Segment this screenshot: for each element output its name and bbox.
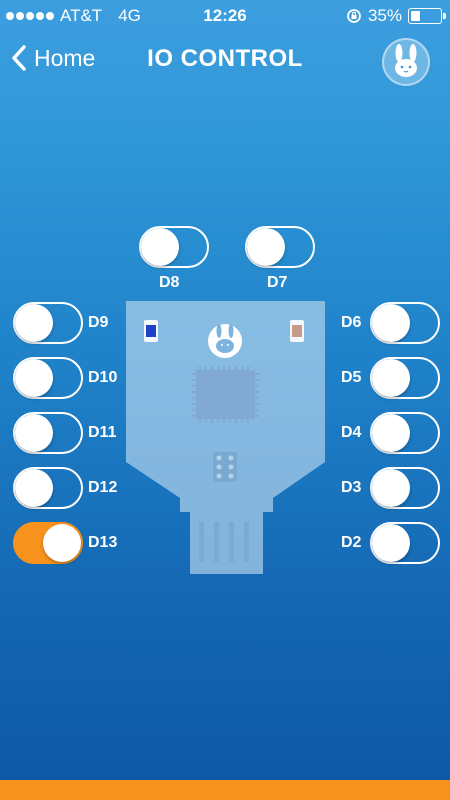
pin-label-d9: D9 <box>88 314 109 331</box>
bottom-accent-bar <box>0 780 450 800</box>
toggle-knob <box>372 524 410 562</box>
rotation-lock-icon <box>347 9 361 23</box>
back-label: Home <box>34 44 96 71</box>
toggle-d9[interactable] <box>13 302 83 344</box>
clock: 12:26 <box>203 6 247 25</box>
toggle-d3[interactable] <box>370 467 440 509</box>
navigation-bar: Home IO CONTROL <box>0 36 450 86</box>
toggle-knob <box>141 228 179 266</box>
toggle-d6[interactable] <box>370 302 440 344</box>
pin-label-d10: D10 <box>88 369 118 386</box>
toggle-knob <box>43 524 81 562</box>
board-rabbit-logo <box>208 324 242 358</box>
chip <box>192 366 259 423</box>
chevron-left-icon <box>12 45 26 71</box>
toggle-d2[interactable] <box>370 522 440 564</box>
toggle-knob <box>372 304 410 342</box>
pin-label-d12: D12 <box>88 479 118 496</box>
toggle-knob <box>372 469 410 507</box>
toggle-d10[interactable] <box>13 357 83 399</box>
toggle-d5[interactable] <box>370 357 440 399</box>
pin-label-d5: D5 <box>341 369 362 386</box>
page-title: IO CONTROL <box>147 45 303 72</box>
toggle-d11[interactable] <box>13 412 83 454</box>
toggle-knob <box>372 414 410 452</box>
pin-label-d2: D2 <box>341 534 362 551</box>
toggle-knob <box>15 304 53 342</box>
led-white <box>290 320 304 342</box>
pin-label-d11: D11 <box>88 424 117 441</box>
carrier-label: AT&T <box>60 6 103 25</box>
toggle-knob <box>247 228 285 266</box>
battery-icon <box>408 8 446 24</box>
network-label: 4G <box>118 6 141 25</box>
toggle-knob <box>15 414 53 452</box>
pin-label-d7: D7 <box>267 274 288 291</box>
led-blue <box>144 320 158 342</box>
toggle-d4[interactable] <box>370 412 440 454</box>
toggle-d7[interactable] <box>245 226 315 268</box>
status-bar: AT&T 4G 12:26 35% <box>0 0 450 32</box>
toggle-d13[interactable] <box>13 522 83 564</box>
pin-label-d13: D13 <box>88 534 118 551</box>
pin-label-d4: D4 <box>341 424 362 441</box>
toggle-knob <box>15 359 53 397</box>
toggle-d8[interactable] <box>139 226 209 268</box>
toggle-knob <box>372 359 410 397</box>
pin-label-d6: D6 <box>341 314 362 331</box>
rabbit-avatar-icon[interactable] <box>382 38 430 86</box>
back-button[interactable]: Home <box>10 44 95 72</box>
rabbit-face-icon <box>395 44 417 77</box>
pin-label-d8: D8 <box>159 274 180 291</box>
pin-label-d3: D3 <box>341 479 362 496</box>
battery-percent: 35% <box>367 6 402 25</box>
toggle-d12[interactable] <box>13 467 83 509</box>
toggle-knob <box>15 469 53 507</box>
signal-strength-icon <box>6 12 54 20</box>
